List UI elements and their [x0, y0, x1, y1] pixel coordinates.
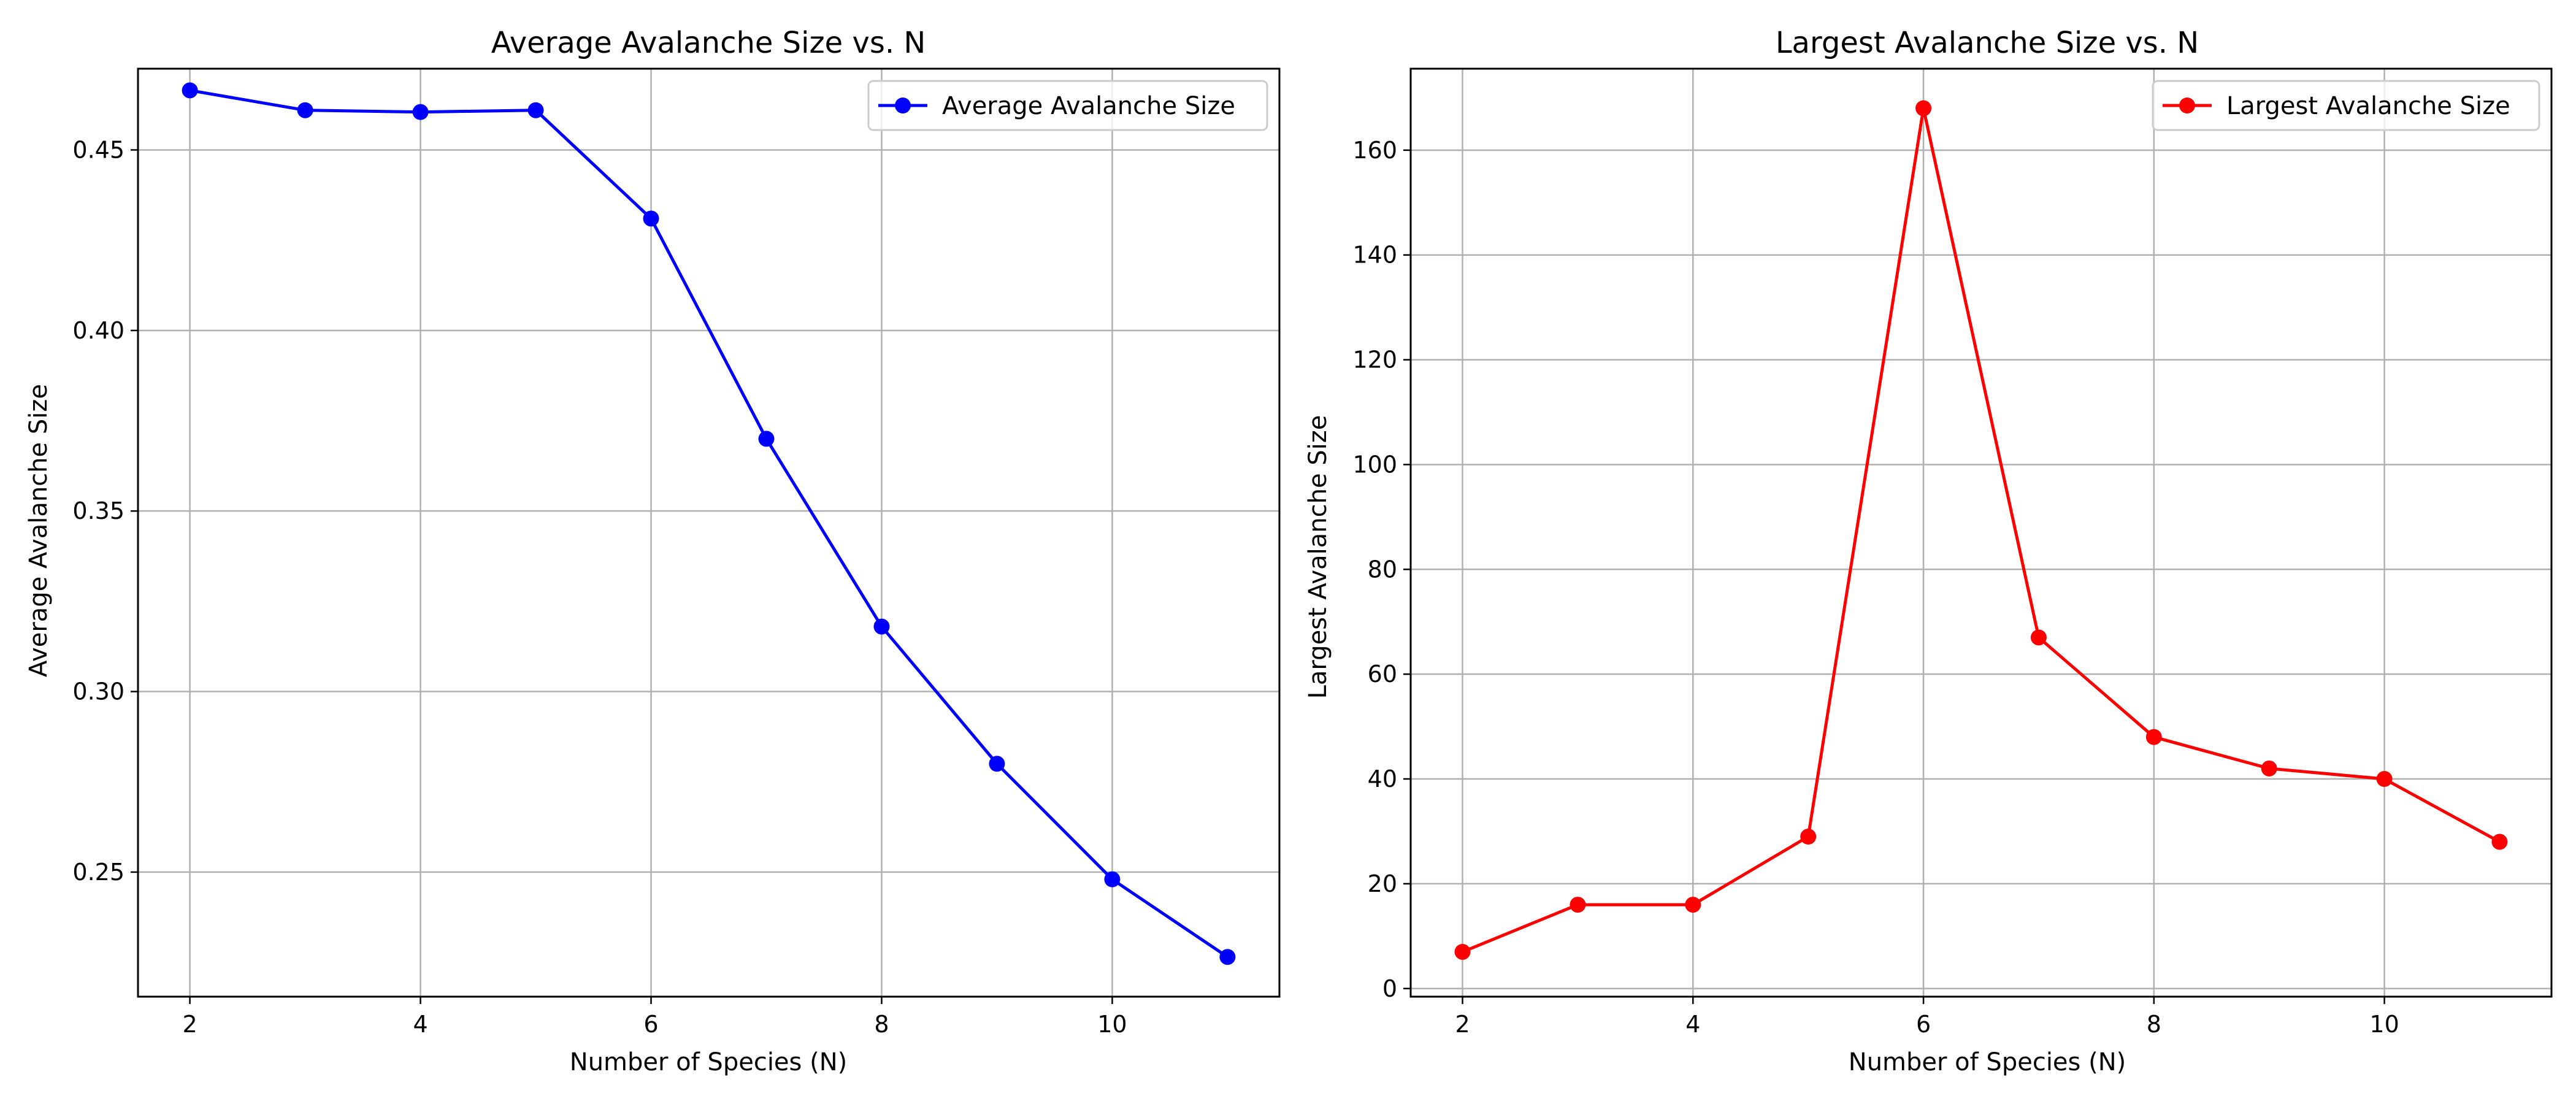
- x-tick-label: 6: [643, 1011, 658, 1038]
- data-point: [2261, 760, 2277, 776]
- series-layer: [182, 82, 1236, 965]
- data-point: [643, 210, 659, 227]
- data-point: [2145, 729, 2162, 745]
- series-line: [190, 88, 1229, 959]
- grid: [1411, 69, 2551, 997]
- x-tick-label: 4: [413, 1011, 427, 1038]
- legend-box: [867, 80, 1268, 131]
- y-ticks: 0 20 40 60 80 100 120 140 160: [1352, 137, 1411, 1002]
- chart-title: Average Avalanche Size vs. N: [491, 26, 926, 60]
- data-point: [1454, 943, 1471, 960]
- data-point: [182, 82, 198, 99]
- y-tick-label: 0.35: [72, 497, 125, 524]
- data-point: [1104, 871, 1121, 887]
- data-point: [1915, 100, 1932, 117]
- x-ticks: 2 4 6 8 10: [1455, 997, 2399, 1038]
- y-tick-label: 160: [1352, 137, 1397, 164]
- y-tick-label: 0.45: [72, 136, 125, 163]
- legend-label: Largest Avalanche Size: [2226, 92, 2510, 120]
- x-tick-label: 8: [2147, 1011, 2161, 1038]
- average-avalanche-chart: Average Avalanche Size vs. N Number of S…: [25, 26, 1281, 1076]
- data-point: [989, 756, 1005, 772]
- y-tick-label: 20: [1368, 870, 1397, 897]
- y-tick-label: 60: [1368, 661, 1397, 688]
- y-tick-label: 80: [1368, 556, 1397, 583]
- data-point: [2491, 834, 2508, 850]
- data-point: [873, 618, 890, 635]
- x-tick-label: 6: [1916, 1011, 1931, 1038]
- x-tick-label: 2: [182, 1011, 197, 1038]
- x-ticks: 2 4 6 8 10: [182, 997, 1127, 1038]
- y-axis-label: Largest Avalanche Size: [1304, 415, 1332, 699]
- plot-frame: [137, 67, 1281, 998]
- data-point: [412, 104, 429, 120]
- legend-box: [2152, 80, 2540, 131]
- data-point: [297, 102, 313, 118]
- series-line: [1462, 107, 2501, 954]
- y-tick-label: 40: [1368, 765, 1397, 792]
- y-tick-label: 0.30: [72, 678, 125, 705]
- legend-marker: [2179, 98, 2195, 113]
- y-tick-label: 0.40: [72, 317, 125, 344]
- y-tick-label: 100: [1352, 451, 1397, 478]
- data-point: [527, 102, 544, 118]
- data-point: [1685, 897, 1701, 913]
- data-point: [1570, 897, 1586, 913]
- y-axis-label: Average Avalanche Size: [25, 384, 53, 677]
- legend-label: Average Avalanche Size: [942, 92, 1235, 120]
- x-axis-label: Number of Species (N): [570, 1048, 847, 1076]
- chart-title: Largest Avalanche Size vs. N: [1776, 26, 2199, 60]
- x-tick-label: 4: [1685, 1011, 1700, 1038]
- y-tick-label: 0: [1382, 975, 1397, 1002]
- y-tick-label: 140: [1352, 242, 1397, 269]
- plot-frame: [1409, 67, 2553, 998]
- y-tick-label: 120: [1352, 347, 1397, 374]
- largest-avalanche-chart: Largest Avalanche Size vs. N Number of S…: [1304, 26, 2553, 1076]
- x-tick-label: 8: [874, 1011, 889, 1038]
- data-point: [2376, 771, 2393, 788]
- series-layer: [1454, 100, 2508, 960]
- data-point: [2030, 629, 2047, 646]
- y-ticks: 0.25 0.30 0.35 0.40 0.45: [72, 136, 138, 886]
- legend: Largest Avalanche Size: [2152, 80, 2540, 131]
- x-axis-label: Number of Species (N): [1849, 1048, 2126, 1076]
- x-tick-label: 10: [2369, 1011, 2399, 1038]
- legend-marker: [895, 98, 911, 113]
- x-tick-label: 10: [1097, 1011, 1127, 1038]
- data-point: [1219, 949, 1236, 965]
- data-point: [1800, 829, 1817, 845]
- data-point: [758, 431, 775, 447]
- x-tick-label: 2: [1455, 1011, 1470, 1038]
- y-tick-label: 0.25: [72, 859, 125, 886]
- legend: Average Avalanche Size: [867, 80, 1268, 131]
